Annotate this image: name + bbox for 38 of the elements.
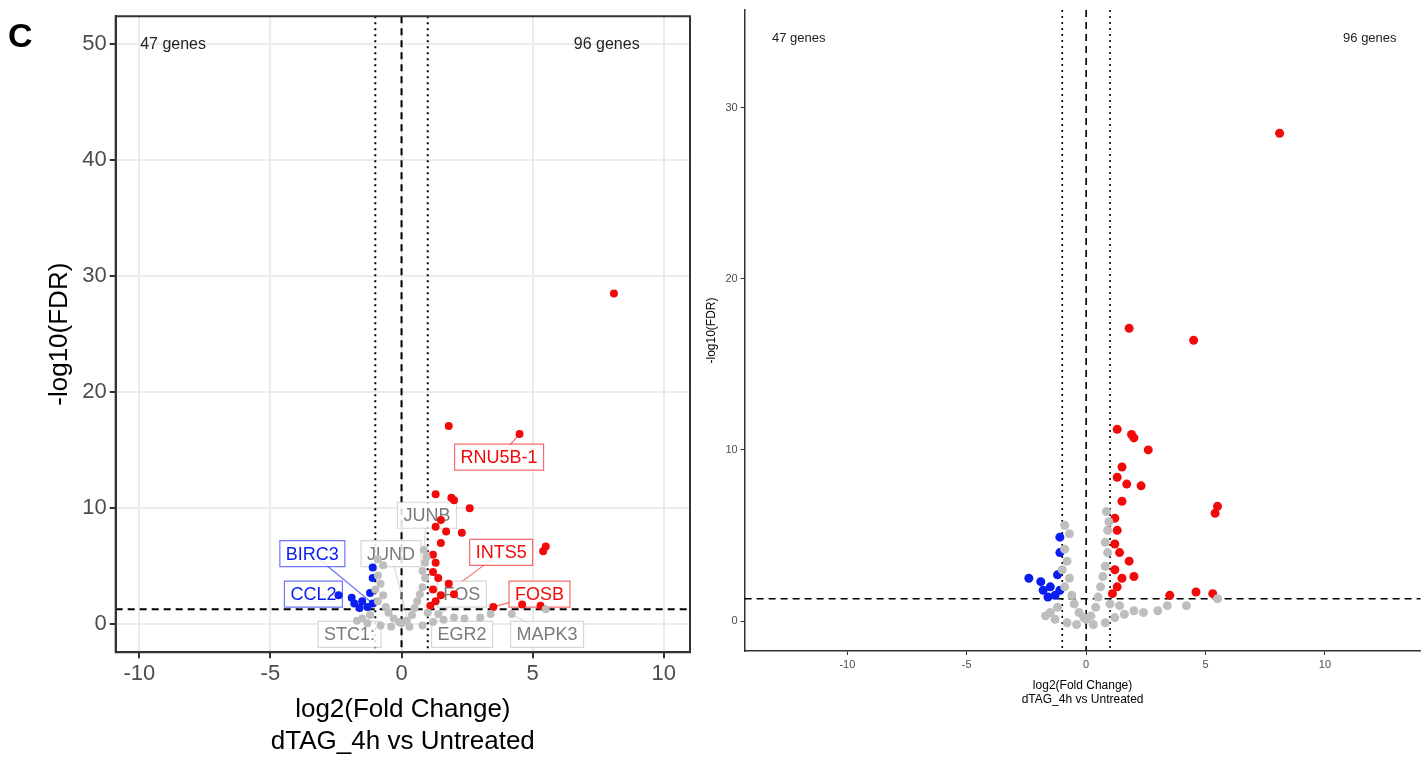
annotation: BIRC3 (285, 543, 339, 564)
annotation: 96 genes (573, 35, 640, 53)
x-tick-label: 5 (1202, 657, 1209, 670)
y-axis-title: -log10(FDR) (703, 297, 718, 364)
y-tick-label: 50 (82, 30, 107, 56)
annotation: EGR2 (437, 624, 487, 645)
y-tick-label: 10 (725, 442, 738, 455)
y-tick-label: 40 (82, 146, 107, 172)
x-tick-label: -10 (839, 657, 856, 670)
annotation: 47 genes (771, 30, 826, 46)
x-tick-label: 0 (395, 660, 408, 686)
annotation: STC1: (324, 624, 376, 645)
annotation: INTS5 (475, 542, 527, 563)
annotation: 47 genes (140, 35, 207, 53)
x-tick-label: 10 (1318, 657, 1332, 670)
y-tick-label: 30 (82, 262, 107, 288)
x-tick-label: -5 (961, 657, 972, 670)
y-tick-label: 30 (725, 100, 738, 113)
y-tick-label: 0 (94, 610, 107, 636)
x-axis-title: log2(Fold Change) dTAG_4h vs Untreated (270, 693, 535, 755)
x-tick-label: 5 (526, 660, 539, 686)
text: C (8, 16, 33, 55)
annotation: 96 genes (1343, 30, 1398, 46)
annotation: MAPK3 (516, 624, 578, 645)
y-tick-label: 0 (731, 614, 738, 627)
annotation: FOSB (514, 584, 564, 605)
y-tick-label: 20 (725, 271, 738, 284)
annotation: RNU5B-1 (460, 447, 538, 468)
annotation: JUND (367, 543, 416, 564)
x-tick-label: -10 (123, 660, 156, 686)
x-axis-title: log2(Fold Change) dTAG_4h vs Untreated (1021, 677, 1144, 707)
annotation: CCL2 (290, 584, 337, 605)
y-tick-label: 20 (82, 378, 107, 404)
y-tick-label: 10 (82, 494, 107, 520)
x-tick-label: 10 (651, 660, 677, 686)
x-tick-label: 0 (1083, 657, 1090, 670)
x-tick-label: -5 (260, 660, 281, 686)
y-axis-title: -log10(FDR) (42, 262, 73, 406)
